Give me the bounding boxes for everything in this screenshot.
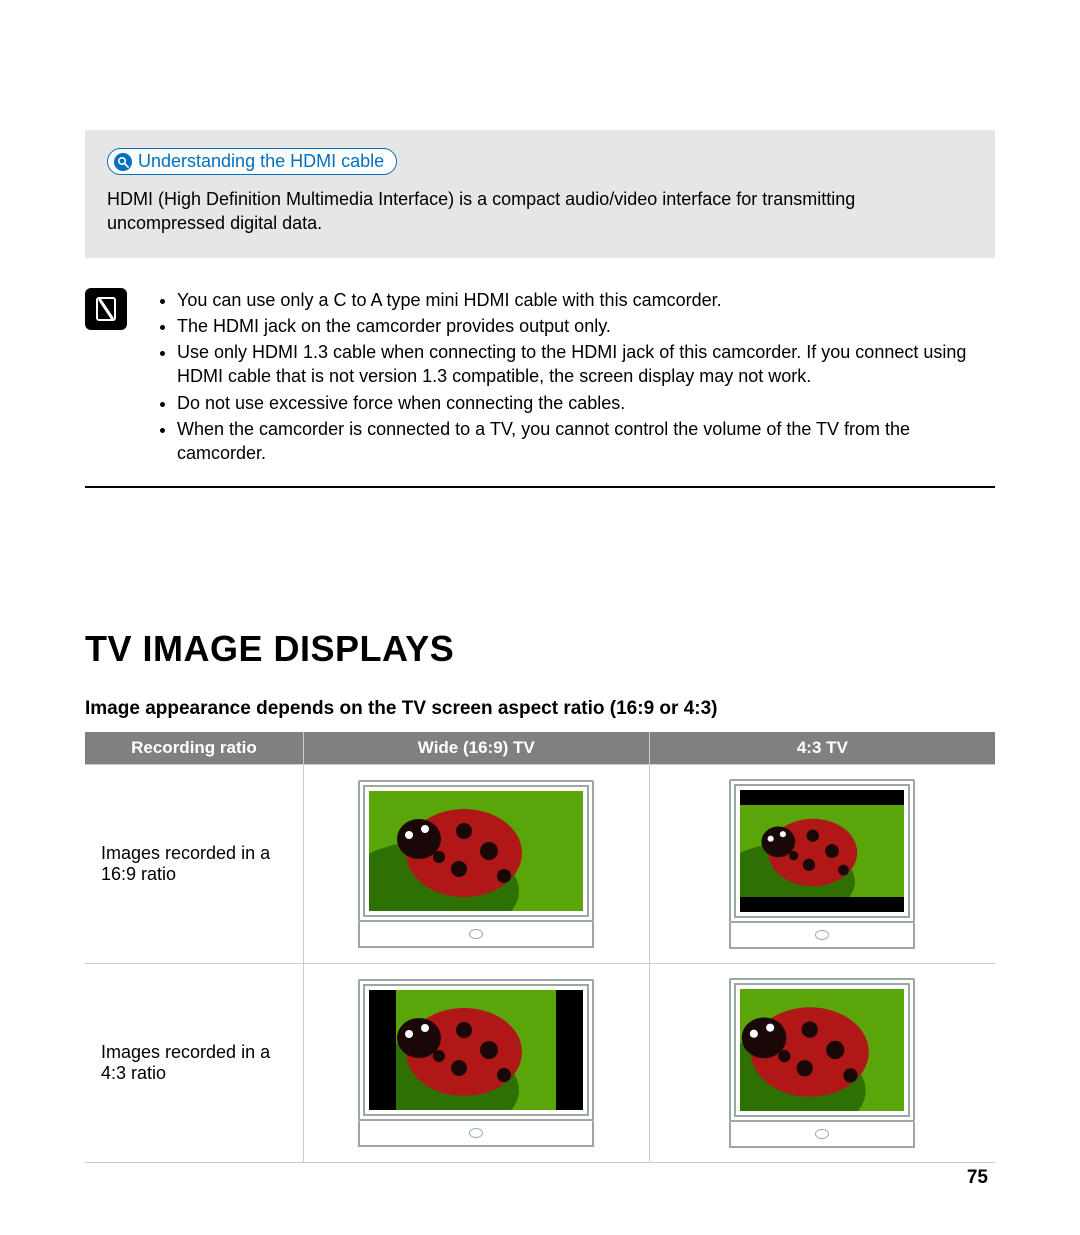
aspect-ratio-table: Recording ratio Wide (16:9) TV 4:3 TV Im… [85,732,995,1163]
notes-list: You can use only a C to A type mini HDMI… [155,288,995,468]
table-header-recording: Recording ratio [85,732,303,765]
tv-wide-illustration [358,780,594,948]
cell-wide-169 [303,764,649,963]
note-item: You can use only a C to A type mini HDMI… [177,288,995,312]
magnifier-icon [114,153,132,171]
row-label: Images recorded in a 16:9 ratio [85,764,303,963]
note-item: Use only HDMI 1.3 cable when connecting … [177,340,995,389]
tv-43-illustration [729,978,915,1148]
note-item: When the camcorder is connected to a TV,… [177,417,995,466]
notes-section: You can use only a C to A type mini HDMI… [85,288,995,488]
table-row: Images recorded in a 4:3 ratio [85,963,995,1162]
table-row: Images recorded in a 16:9 ratio [85,764,995,963]
note-item: The HDMI jack on the camcorder provides … [177,314,995,338]
ladybug-image [369,791,583,911]
info-pill-label: Understanding the HDMI cable [138,151,384,172]
info-box: Understanding the HDMI cable HDMI (High … [85,130,995,258]
row-label: Images recorded in a 4:3 ratio [85,963,303,1162]
table-header-43: 4:3 TV [649,732,995,765]
tv-wide-illustration [358,979,594,1147]
ladybug-image [396,990,556,1110]
cell-wide-43 [303,963,649,1162]
section-subtitle: Image appearance depends on the TV scree… [85,698,995,720]
cell-43-43 [649,963,995,1162]
section-title: TV IMAGE DISPLAYS [85,628,995,670]
tv-43-illustration [729,779,915,949]
note-icon [85,288,127,330]
page-number: 75 [967,1167,988,1189]
ladybug-image [740,989,904,1111]
ladybug-image [740,805,904,897]
note-item: Do not use excessive force when connecti… [177,391,995,415]
info-body-text: HDMI (High Definition Multimedia Interfa… [107,187,973,236]
cell-43-169 [649,764,995,963]
table-header-wide: Wide (16:9) TV [303,732,649,765]
info-pill: Understanding the HDMI cable [107,148,397,175]
